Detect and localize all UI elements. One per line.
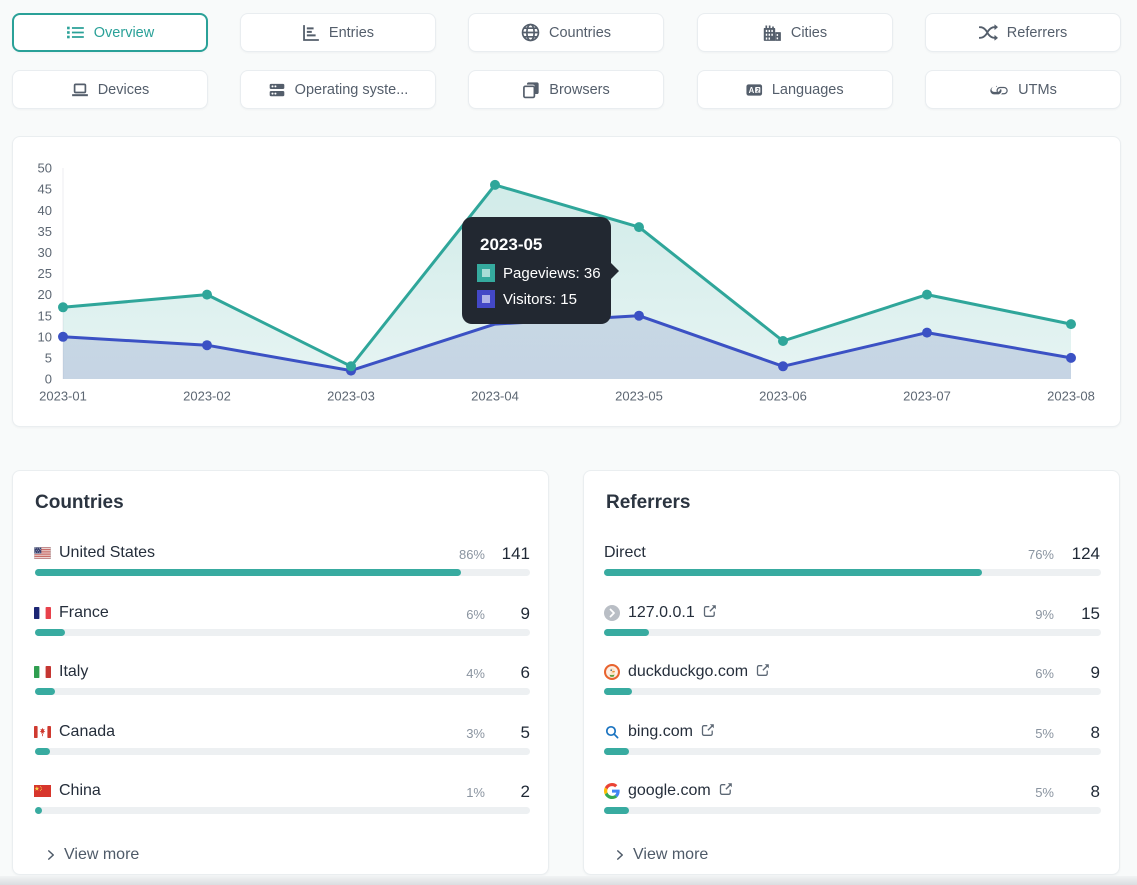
svg-text:2023-06: 2023-06 [759,389,807,404]
svg-text:50: 50 [38,161,52,176]
svg-text:45: 45 [38,182,52,197]
svg-text:2023-04: 2023-04 [471,389,519,404]
svg-text:2023-05: 2023-05 [615,389,663,404]
svg-text:10: 10 [38,329,52,344]
svg-text:2023-03: 2023-03 [327,389,375,404]
svg-text:5: 5 [45,351,52,366]
svg-text:2: 2 [757,88,761,94]
svg-text:30: 30 [38,245,52,260]
svg-text:20: 20 [38,287,52,302]
svg-text:15: 15 [38,308,52,323]
svg-text:0: 0 [45,372,52,387]
svg-text:25: 25 [38,266,52,281]
svg-text:2023-02: 2023-02 [183,389,231,404]
svg-text:40: 40 [38,203,52,218]
svg-text:35: 35 [38,224,52,239]
svg-text:2023-01: 2023-01 [39,389,87,404]
svg-text:2023-07: 2023-07 [903,389,951,404]
svg-text:2023-08: 2023-08 [1047,389,1095,404]
svg-text:A: A [749,86,755,95]
